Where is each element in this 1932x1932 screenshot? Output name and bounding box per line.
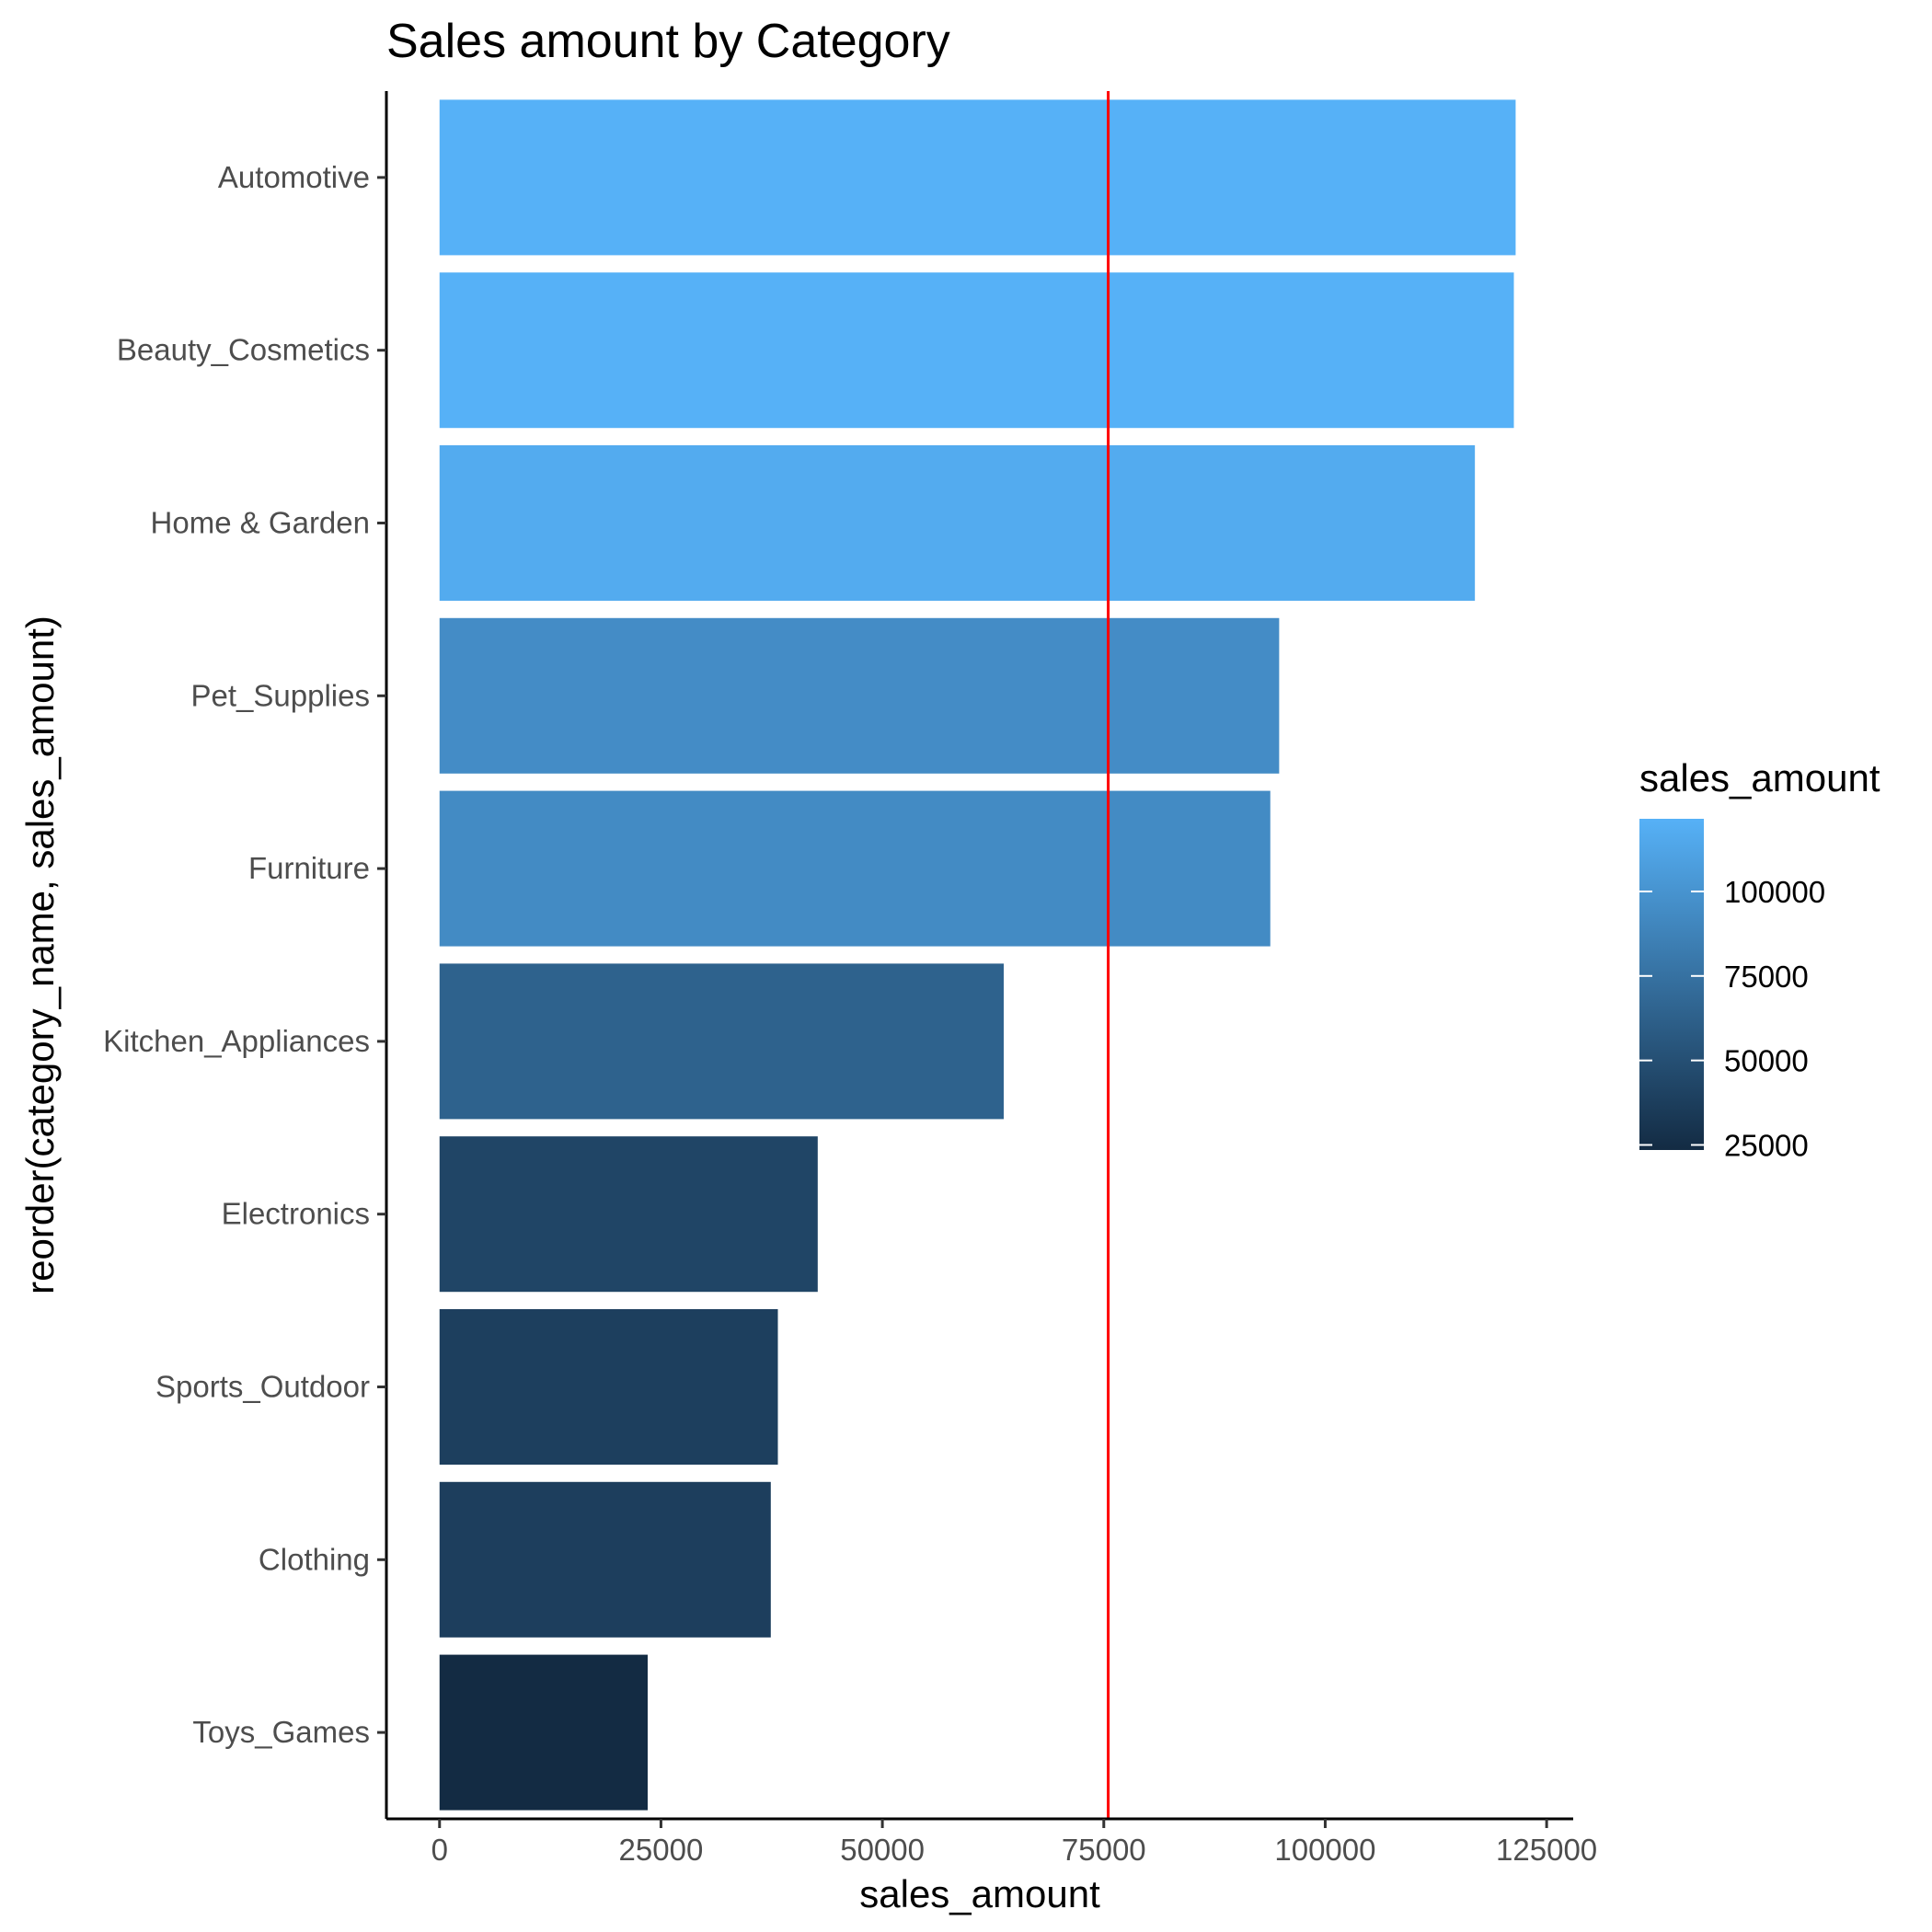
legend-tick-label: 75000 bbox=[1724, 960, 1809, 994]
x-tick-label: 0 bbox=[431, 1833, 448, 1867]
bar-electronics bbox=[439, 1136, 818, 1293]
bar-kitchen-appliances bbox=[439, 963, 1004, 1120]
y-axis-ticks: Automotive Beauty_Cosmetics Home & Garden P… bbox=[103, 160, 386, 1749]
y-tick-label: Automotive bbox=[218, 160, 370, 194]
x-axis-ticks: 0 25000 50000 75000 100000 125000 bbox=[431, 1819, 1597, 1867]
legend-tick-label: 50000 bbox=[1724, 1044, 1809, 1078]
y-tick-label: Clothing bbox=[259, 1542, 370, 1576]
legend-colorbar bbox=[1639, 819, 1704, 1150]
x-tick-label: 50000 bbox=[840, 1833, 925, 1867]
y-tick-label: Pet_Supplies bbox=[191, 678, 370, 712]
x-tick-label: 100000 bbox=[1274, 1833, 1375, 1867]
bar-pet-supplies bbox=[439, 617, 1280, 774]
x-tick-label: 25000 bbox=[619, 1833, 704, 1867]
chart-title: Sales amount by Category bbox=[386, 15, 950, 68]
legend-ticks: 25000 50000 75000 100000 bbox=[1639, 875, 1825, 1162]
y-tick-label: Home & Garden bbox=[151, 506, 370, 540]
bar-sports-outdoor bbox=[439, 1308, 778, 1466]
y-tick-label: Kitchen_Appliances bbox=[103, 1024, 370, 1058]
legend-tick-label: 25000 bbox=[1724, 1128, 1809, 1162]
x-tick-label: 75000 bbox=[1062, 1833, 1146, 1867]
y-axis-title: reorder(category_name, sales_amount) bbox=[18, 615, 62, 1294]
y-tick-label: Electronics bbox=[222, 1197, 370, 1231]
bar-furniture bbox=[439, 790, 1271, 947]
legend-title: sales_amount bbox=[1639, 756, 1880, 799]
bar-home-garden bbox=[439, 444, 1476, 602]
y-tick-label: Sports_Outdoor bbox=[155, 1370, 370, 1404]
y-tick-label: Beauty_Cosmetics bbox=[117, 333, 370, 367]
bar-automotive bbox=[439, 99, 1516, 256]
y-tick-label: Toys_Games bbox=[192, 1715, 370, 1749]
bars-group bbox=[439, 99, 1516, 1811]
x-tick-label: 125000 bbox=[1496, 1833, 1597, 1867]
x-axis-title: sales_amount bbox=[859, 1872, 1100, 1915]
legend-tick-label: 100000 bbox=[1724, 875, 1825, 909]
bar-clothing bbox=[439, 1481, 771, 1638]
bar-toys-games bbox=[439, 1654, 648, 1811]
y-tick-label: Furniture bbox=[248, 851, 370, 885]
bar-beauty-cosmetics bbox=[439, 272, 1514, 429]
